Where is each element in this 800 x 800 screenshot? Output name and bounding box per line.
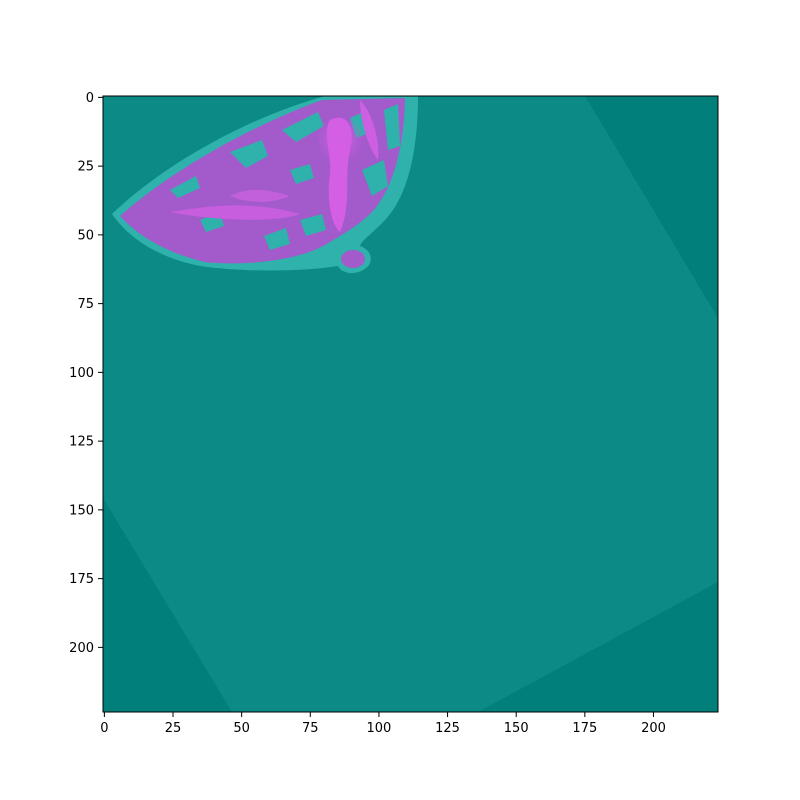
x-tick-label: 125 xyxy=(435,721,460,736)
x-tick-label: 200 xyxy=(641,721,666,736)
x-tick-label: 0 xyxy=(100,721,108,736)
y-tick-label: 75 xyxy=(77,297,94,312)
x-tick-label: 25 xyxy=(165,721,182,736)
y-tick-label: 200 xyxy=(69,641,94,656)
y-tick-label: 0 xyxy=(86,91,94,106)
y-tick-label: 125 xyxy=(69,435,94,450)
y-tick-label: 150 xyxy=(69,503,94,518)
y-tick-label: 175 xyxy=(69,572,94,587)
tissue-highlights xyxy=(170,100,379,232)
x-axis: 0 25 50 75 100 125 150 175 200 xyxy=(100,712,666,736)
x-tick-label: 100 xyxy=(367,721,392,736)
x-tick-label: 175 xyxy=(572,721,597,736)
y-tick-label: 100 xyxy=(69,366,94,381)
x-tick-label: 75 xyxy=(302,721,319,736)
image-area xyxy=(103,96,718,712)
axes-frame xyxy=(102,95,719,713)
y-tick-label: 50 xyxy=(77,228,94,243)
tissue-nub xyxy=(341,250,365,268)
x-tick-label: 150 xyxy=(504,721,529,736)
y-axis: 0 25 50 75 100 125 150 175 200 xyxy=(69,91,103,656)
x-tick-label: 50 xyxy=(233,721,250,736)
y-tick-label: 25 xyxy=(77,160,94,175)
